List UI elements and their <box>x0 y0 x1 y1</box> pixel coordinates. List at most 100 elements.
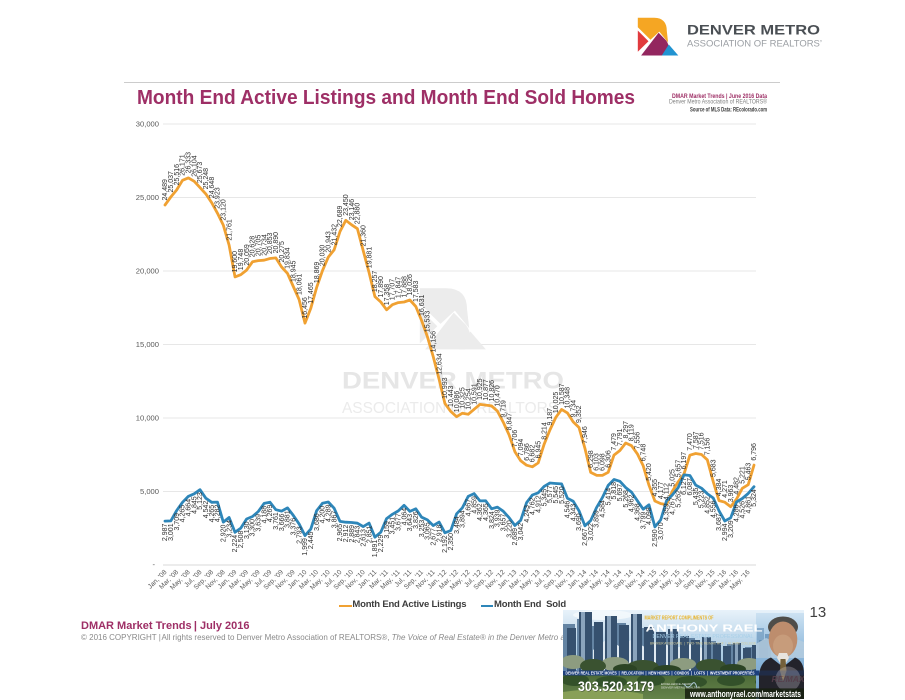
svg-text:4,845: 4,845 <box>191 496 198 514</box>
svg-text:4,343: 4,343 <box>570 504 577 522</box>
svg-text:5,683: 5,683 <box>710 459 717 477</box>
svg-text:9,719: 9,719 <box>500 400 507 418</box>
svg-text:30,000: 30,000 <box>136 120 159 129</box>
svg-text:DENVER METRO: DENVER METRO <box>342 368 564 395</box>
svg-text:16,456: 16,456 <box>302 297 309 319</box>
svg-text:5,414: 5,414 <box>605 488 612 506</box>
svg-text:5,818: 5,818 <box>611 482 618 500</box>
svg-text:15,000: 15,000 <box>136 340 159 349</box>
svg-text:DENVER REAL ESTATE PROFESSIONA: DENVER REAL ESTATE PROFESSIONAL <box>653 634 754 640</box>
svg-text:7,706: 7,706 <box>512 430 519 448</box>
svg-text:DENVER METRO REALTOR: DENVER METRO REALTOR <box>661 686 701 690</box>
svg-text:26,333: 26,333 <box>186 152 193 174</box>
svg-text:4,667: 4,667 <box>465 499 472 517</box>
svg-text:3,824: 3,824 <box>489 511 496 529</box>
svg-text:3,042: 3,042 <box>518 523 525 541</box>
svg-text:2,667: 2,667 <box>582 528 589 546</box>
svg-text:12,634: 12,634 <box>436 353 443 375</box>
svg-text:17,358: 17,358 <box>384 284 391 306</box>
svg-text:10,025: 10,025 <box>553 392 560 414</box>
svg-text:17,888: 17,888 <box>401 276 408 298</box>
svg-text:19,748: 19,748 <box>238 249 245 271</box>
svg-text:6,306: 6,306 <box>605 450 612 468</box>
svg-text:3,867: 3,867 <box>331 511 338 529</box>
svg-text:2,793: 2,793 <box>296 526 303 544</box>
svg-text:4,200: 4,200 <box>320 506 327 524</box>
svg-text:8,214: 8,214 <box>541 422 548 440</box>
svg-text:4,269: 4,269 <box>267 505 274 523</box>
svg-text:25,673: 25,673 <box>197 162 204 184</box>
svg-text:25,037: 25,037 <box>168 171 175 193</box>
svg-text:25,248: 25,248 <box>203 168 210 190</box>
svg-text:4,861: 4,861 <box>745 496 752 514</box>
svg-text:7,587: 7,587 <box>693 431 700 449</box>
svg-text:DENVER METRO: DENVER METRO <box>687 22 820 38</box>
svg-text:18,945: 18,945 <box>291 260 298 282</box>
svg-text:6,087: 6,087 <box>687 478 694 496</box>
svg-text:3,159: 3,159 <box>384 521 391 539</box>
svg-text:2,843: 2,843 <box>355 526 362 544</box>
svg-text:DENVER REAL ESTATE MOVES | R: DENVER REAL ESTATE MOVES | RELOCATION | … <box>566 670 755 675</box>
svg-text:10,826: 10,826 <box>489 380 496 402</box>
svg-text:3,001: 3,001 <box>168 523 175 541</box>
svg-text:4,767: 4,767 <box>670 497 677 515</box>
svg-text:4,962: 4,962 <box>629 495 636 513</box>
svg-text:16,631: 16,631 <box>419 294 426 316</box>
svg-text:2,590: 2,590 <box>652 529 659 547</box>
svg-text:19,600: 19,600 <box>232 251 239 273</box>
svg-text:3,022: 3,022 <box>588 523 595 541</box>
svg-text:21,761: 21,761 <box>226 219 233 241</box>
svg-text:4,859: 4,859 <box>471 496 478 514</box>
svg-text:8,119: 8,119 <box>629 424 636 441</box>
svg-text:18,257: 18,257 <box>372 271 379 293</box>
svg-text:21,432: 21,432 <box>331 224 338 246</box>
svg-text:6,682: 6,682 <box>530 445 537 463</box>
svg-text:25,000: 25,000 <box>136 193 159 202</box>
svg-text:3,065: 3,065 <box>425 522 432 540</box>
svg-text:3,639: 3,639 <box>256 514 263 532</box>
svg-text:20,943: 20,943 <box>326 231 333 253</box>
svg-text:3,666: 3,666 <box>279 514 286 532</box>
svg-text:4,289: 4,289 <box>326 504 333 522</box>
svg-text:10,086: 10,086 <box>454 391 461 413</box>
svg-text:2,192: 2,192 <box>442 535 449 553</box>
svg-text:18,061: 18,061 <box>296 273 303 295</box>
svg-text:3,070: 3,070 <box>658 522 665 540</box>
svg-text:9,734: 9,734 <box>570 400 577 418</box>
svg-text:3,899: 3,899 <box>594 510 601 528</box>
svg-text:5,025: 5,025 <box>670 469 677 487</box>
svg-text:23,923: 23,923 <box>215 187 222 209</box>
svg-text:3,376: 3,376 <box>291 518 298 536</box>
svg-text:5,223: 5,223 <box>699 491 706 509</box>
svg-text:6,748: 6,748 <box>640 444 647 462</box>
svg-text:3,709: 3,709 <box>174 513 181 531</box>
svg-text:-: - <box>152 560 155 569</box>
svg-text:24,489: 24,489 <box>162 179 169 201</box>
svg-text:3,130: 3,130 <box>244 521 251 539</box>
svg-text:3,657: 3,657 <box>500 514 507 532</box>
svg-text:4,064: 4,064 <box>401 508 408 526</box>
svg-text:5,657: 5,657 <box>675 460 682 478</box>
svg-text:RE/MAX: RE/MAX <box>771 674 804 684</box>
svg-text:4,265: 4,265 <box>209 505 216 523</box>
svg-text:17,890: 17,890 <box>378 276 385 298</box>
svg-text:3,677: 3,677 <box>396 513 403 531</box>
svg-text:4,384: 4,384 <box>716 478 723 496</box>
svg-text:2,677: 2,677 <box>431 528 438 546</box>
svg-text:2,508: 2,508 <box>238 531 245 549</box>
svg-text:20,059: 20,059 <box>244 244 251 266</box>
svg-text:4,368: 4,368 <box>635 503 642 521</box>
svg-text:10,254: 10,254 <box>465 388 472 410</box>
svg-text:10,470: 10,470 <box>495 385 502 407</box>
svg-text:4,098: 4,098 <box>646 507 653 525</box>
svg-text:5,268: 5,268 <box>623 490 630 508</box>
svg-text:2,229: 2,229 <box>378 535 385 553</box>
svg-text:26,104: 26,104 <box>191 155 198 177</box>
svg-text:5,221: 5,221 <box>740 466 747 484</box>
svg-text:2,912: 2,912 <box>343 525 350 543</box>
svg-text:8,297: 8,297 <box>623 421 630 439</box>
svg-text:2,689: 2,689 <box>512 528 519 546</box>
svg-text:7,479: 7,479 <box>611 433 618 451</box>
svg-text:4,482: 4,482 <box>734 477 741 495</box>
svg-text:3,690: 3,690 <box>576 513 583 531</box>
